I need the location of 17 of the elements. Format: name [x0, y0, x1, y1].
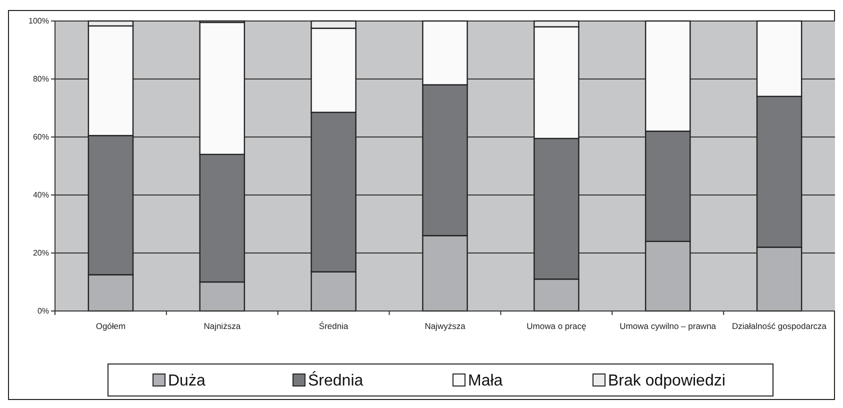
x-tick-label: Umowa cywilno – prawna	[620, 321, 716, 331]
legend-label: Brak odpowiedzi	[608, 372, 726, 390]
y-tick-label: 40%	[32, 190, 49, 200]
x-tick-label: Najwyższa	[424, 321, 466, 331]
x-tick-label: Najniższa	[204, 321, 241, 331]
y-tick-label: 20%	[32, 248, 49, 258]
legend-label: Średnia	[308, 370, 364, 390]
x-tick-label: Ogółem	[96, 321, 126, 331]
y-tick-label: 60%	[32, 132, 49, 142]
legend-label: Duża	[168, 372, 206, 390]
y-tick-label: 100%	[28, 16, 49, 26]
legend-label: Mała	[468, 372, 503, 390]
y-tick-label: 80%	[32, 74, 49, 84]
x-tick-label: Umowa o pracę	[526, 321, 586, 331]
y-tick-label: 0%	[37, 306, 49, 316]
x-tick-label: Działalność gospodarcza	[732, 321, 827, 331]
x-tick-label: Średnia	[318, 321, 348, 331]
